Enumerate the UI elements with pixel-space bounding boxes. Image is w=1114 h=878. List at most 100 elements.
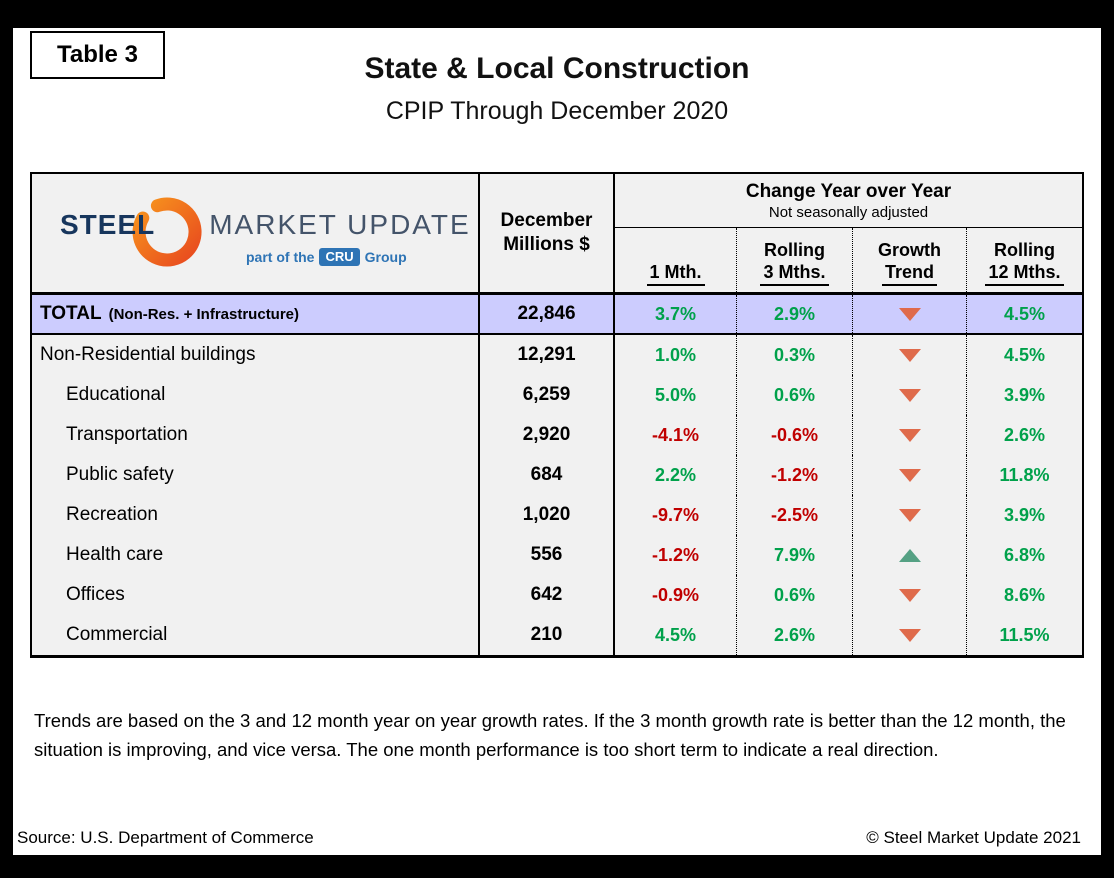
- row-label: Health care: [32, 535, 480, 575]
- column-header-growth-trend-line2: Trend: [881, 261, 937, 286]
- table-row: Non-Residential buildings 12,291 1.0% 0.…: [32, 335, 1082, 375]
- cell-1mth: -1.2%: [615, 535, 737, 575]
- cell-rolling-12mths: 6.8%: [1003, 544, 1046, 565]
- yoy-group-header-section: Change Year over Year Not seasonally adj…: [615, 174, 1082, 292]
- cell-growth-trend: [853, 535, 967, 575]
- column-header-rolling-12mths-line1: Rolling: [994, 240, 1055, 260]
- cell-december-millions: 210: [480, 615, 615, 655]
- cell-december-millions: 556: [480, 535, 615, 575]
- table-number-label: Table 3: [57, 41, 138, 68]
- table-row: Transportation 2,920 -4.1% -0.6% 2.6%: [32, 415, 1082, 455]
- row-label: Offices: [32, 575, 480, 615]
- column-header-growth-trend: Growth Trend: [853, 228, 967, 292]
- data-table: STEEL MARKET UPDATE part of the CRU Grou…: [30, 172, 1084, 658]
- copyright-text: © Steel Market Update 2021: [866, 828, 1081, 847]
- report-panel: Table 3 State & Local Construction CPIP …: [13, 28, 1101, 855]
- row-label-text: Offices: [66, 584, 125, 605]
- table-row: Recreation 1,020 -9.7% -2.5% 3.9%: [32, 495, 1082, 535]
- column-header-rolling-12mths: Rolling 12 Mths.: [967, 228, 1082, 292]
- cell-rolling-12mths: 2.6%: [1003, 424, 1046, 445]
- cell-growth-trend: [853, 495, 967, 535]
- row-label-text: Non-Residential buildings: [40, 344, 256, 365]
- row-label: Public safety: [32, 455, 480, 495]
- row-label-suffix: (Non-Res. + Infrastructure): [108, 305, 300, 323]
- row-label: Recreation: [32, 495, 480, 535]
- row-label-text: Public safety: [66, 464, 174, 485]
- cell-1mth: 4.5%: [615, 615, 737, 655]
- cell-growth-trend: [853, 615, 967, 655]
- cell-1mth: 5.0%: [615, 375, 737, 415]
- cell-1mth: -9.7%: [615, 495, 737, 535]
- cell-rolling-3mths: 0.6%: [737, 375, 853, 415]
- trend-down-icon: [898, 628, 921, 642]
- column-header-growth-trend-line1: Growth: [878, 240, 941, 260]
- row-label-text: Educational: [66, 384, 166, 405]
- column-header-december-line2: Millions $: [503, 234, 590, 255]
- cell-december-millions: 6,259: [480, 375, 615, 415]
- cell-growth-trend: [853, 375, 967, 415]
- cell-1mth: -0.9%: [615, 575, 737, 615]
- cell-rolling-12mths: 11.5%: [999, 624, 1050, 645]
- row-label-text: Health care: [66, 544, 164, 565]
- cell-growth-trend: [853, 295, 967, 333]
- logo-swoosh-icon: [132, 197, 202, 267]
- column-header-1mth-label: 1 Mth.: [646, 261, 705, 286]
- row-label-text: Transportation: [66, 424, 188, 445]
- cell-december-millions: 1,020: [480, 495, 615, 535]
- cell-rolling-12mths: 3.9%: [1003, 384, 1046, 405]
- trend-down-icon: [898, 588, 921, 602]
- cell-rolling-3mths: 0.3%: [737, 335, 853, 375]
- row-label-text: Commercial: [66, 624, 168, 645]
- cell-rolling-3mths: -0.6%: [737, 415, 853, 455]
- title-section: Table 3 State & Local Construction CPIP …: [13, 28, 1101, 172]
- cell-growth-trend: [853, 575, 967, 615]
- report-title: State & Local Construction: [364, 52, 750, 85]
- notes-text: Trends are based on the 3 and 12 month y…: [34, 710, 1066, 760]
- trend-up-icon: [898, 548, 921, 562]
- yoy-group-header: Change Year over Year Not seasonally adj…: [615, 174, 1082, 228]
- source-text: Source: U.S. Department of Commerce: [17, 828, 314, 847]
- row-label-text: Recreation: [66, 504, 158, 525]
- cell-rolling-3mths: 7.9%: [737, 535, 853, 575]
- trend-down-icon: [898, 428, 921, 442]
- table-row: Commercial 210 4.5% 2.6% 11.5%: [32, 615, 1082, 655]
- cell-rolling-3mths: 0.6%: [737, 575, 853, 615]
- table-row: Educational 6,259 5.0% 0.6% 3.9%: [32, 375, 1082, 415]
- cell-rolling-3mths: 2.9%: [737, 295, 853, 333]
- table-number-badge: Table 3: [30, 31, 165, 79]
- logo-word-market-update: MARKET UPDATE: [209, 209, 471, 240]
- row-label: Educational: [32, 375, 480, 415]
- cell-december-millions: 22,846: [480, 295, 615, 333]
- cell-1mth: 2.2%: [615, 455, 737, 495]
- trend-down-icon: [898, 508, 921, 522]
- smu-logo: STEEL MARKET UPDATE part of the CRU Grou…: [60, 193, 469, 273]
- logo-tagline: part of the CRU Group: [246, 248, 450, 266]
- table-row: Public safety 684 2.2% -1.2% 11.8%: [32, 455, 1082, 495]
- logo-cell: STEEL MARKET UPDATE part of the CRU Grou…: [32, 174, 480, 292]
- row-label: Transportation: [32, 415, 480, 455]
- table-header: STEEL MARKET UPDATE part of the CRU Grou…: [32, 174, 1082, 295]
- yoy-group-title: Change Year over Year: [745, 181, 952, 202]
- row-label: Commercial: [32, 615, 480, 655]
- column-header-rolling-3mths: Rolling 3 Mths.: [737, 228, 853, 292]
- cell-rolling-3mths: -1.2%: [737, 455, 853, 495]
- sub-column-headers: 1 Mth. Rolling 3 Mths. Growth Trend Roll…: [615, 228, 1082, 292]
- row-label-text: TOTAL: [40, 303, 102, 324]
- cell-growth-trend: [853, 415, 967, 455]
- cell-rolling-12mths: 11.8%: [999, 464, 1050, 485]
- trend-down-icon: [898, 348, 921, 362]
- column-header-1mth: 1 Mth.: [615, 228, 737, 292]
- cell-1mth: 1.0%: [615, 335, 737, 375]
- cell-rolling-3mths: 2.6%: [737, 615, 853, 655]
- row-label: TOTAL (Non-Res. + Infrastructure): [32, 295, 480, 333]
- cell-rolling-12mths: 3.9%: [1003, 504, 1046, 525]
- cell-december-millions: 642: [480, 575, 615, 615]
- cell-growth-trend: [853, 455, 967, 495]
- logo-tagline-post: Group: [364, 249, 407, 265]
- cru-badge: CRU: [319, 248, 360, 266]
- column-header-rolling-12mths-line2: 12 Mths.: [985, 261, 1064, 286]
- table-row: Health care 556 -1.2% 7.9% 6.8%: [32, 535, 1082, 575]
- trend-down-icon: [898, 388, 921, 402]
- cell-rolling-3mths: -2.5%: [737, 495, 853, 535]
